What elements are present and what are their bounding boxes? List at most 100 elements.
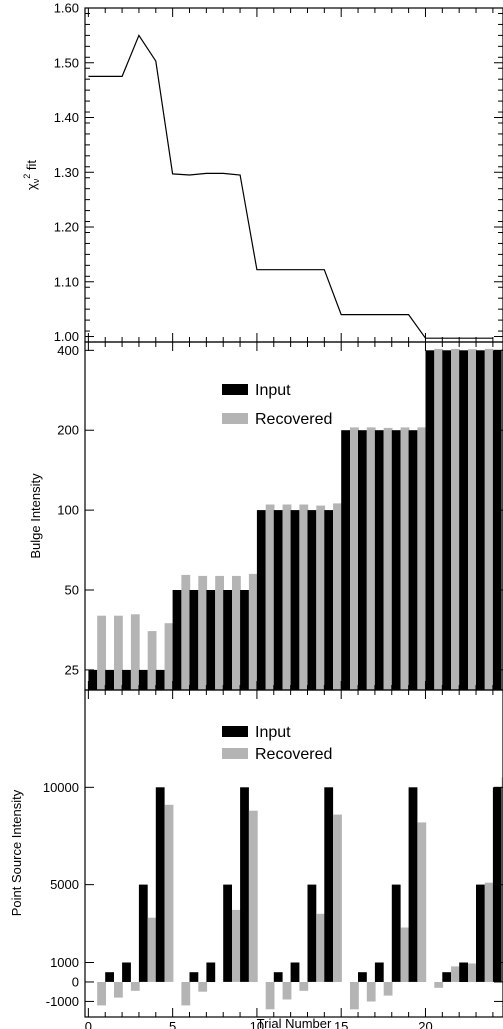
point-source-recovered-bar [181,982,191,1006]
bulge-input-bar [172,590,182,690]
bulge-recovered-bar [248,573,258,690]
bulge-input-bar [223,590,232,690]
bulge-recovered-bar [333,503,342,690]
bulge-recovered-bar [400,427,410,690]
bulge-recovered-bar [147,631,157,690]
bulge-legend: Input Recovered [222,382,332,428]
bulge-recovered-bar [265,504,275,690]
point-source-recovered-bar [451,966,460,982]
bulge-recovered-bar [215,575,224,690]
point-source-recovered-bar [265,982,275,1010]
point-source-intensity-y-axis-title: Point Source Intensity [9,789,24,916]
bulge-recovered-bar [299,504,309,690]
chi-square-y-axis-title: χν2 fit [22,160,41,190]
point-source-recovered-bar [316,913,326,982]
chi-square-tick-labels: 1.00 1.10 1.20 1.30 1.40 1.50 1.60 [54,1,79,345]
point-source-recovered-bar [484,882,494,982]
point-source-intensity-bars [97,777,503,1010]
bulge-recovered-bar [181,574,191,690]
chi-square-y-tick-label: 1.00 [54,329,79,344]
point-source-recovered-bar [501,777,503,982]
bulge-input-bar [105,669,114,690]
point-source-intensity-tick-labels: -1000 0 1000 5000 10000 [43,780,79,1009]
chi-square-panel: 1.00 1.10 1.20 1.30 1.40 1.50 1.60 χν2 fit [22,1,503,345]
x-axis-title: Trial Number [257,1016,332,1029]
bulge-recovered-bar [417,427,427,690]
bulge-recovered-bar [383,427,393,690]
bulge-y-tick-label: 400 [57,343,79,358]
x-tick-label: 0 [85,1019,92,1029]
point-source-recovered-bar [164,804,174,982]
point-source-input-bar [273,972,283,982]
point-source-y-tick-label: 1000 [50,955,79,970]
point-source-input-bar [459,962,468,982]
point-source-input-bar [290,962,300,982]
point-source-input-bar [324,787,334,982]
point-source-y-tick-label: -1000 [46,994,79,1009]
point-source-input-bar [391,884,401,982]
point-source-input-bar [206,962,216,982]
chi-square-frame [84,7,503,343]
bulge-intensity-ticks [85,342,503,690]
chi-square-y-tick-label: 1.20 [54,220,79,235]
point-source-legend-recovered-label: Recovered [255,746,332,763]
bulge-recovered-bar [114,615,123,690]
point-source-input-bar [408,787,418,982]
bulge-y-tick-label: 100 [57,503,79,518]
bulge-intensity-tick-labels: 25 50 100 200 400 [57,343,79,678]
bulge-recovered-bar [350,427,359,690]
point-source-legend-input-swatch [222,726,248,737]
point-source-input-bar [374,962,384,982]
bulge-intensity-bars [88,348,503,690]
point-source-intensity-ticks [85,690,503,1017]
x-tick-label: 5 [169,1019,176,1029]
point-source-recovered-bar [434,982,444,988]
point-source-recovered-bar [400,927,410,982]
bulge-recovered-bar [434,348,444,690]
bulge-input-bar [138,669,148,690]
point-source-legend-input-label: Input [255,724,291,741]
point-source-input-bar [138,884,148,982]
bulge-recovered-bar [316,505,326,690]
bulge-input-bar [442,350,452,690]
point-source-input-bar [240,787,249,982]
bulge-recovered-bar [501,348,503,690]
point-source-recovered-bar [299,982,309,991]
bulge-recovered-bar [164,623,174,690]
bulge-input-bar [256,510,266,690]
bulge-recovered-bar [232,575,241,690]
bulge-recovered-bar [451,348,460,690]
point-source-y-tick-label: 5000 [50,877,79,892]
bulge-input-bar [374,430,384,690]
bulge-legend-recovered-label: Recovered [255,411,332,428]
bulge-input-bar [88,669,98,690]
bulge-input-bar [240,590,249,690]
point-source-intensity-frame [84,689,503,1018]
point-source-input-bar [189,972,199,982]
point-source-recovered-bar [97,982,106,1006]
point-source-legend-recovered-swatch [222,748,248,759]
chi-square-y-tick-label: 1.40 [54,110,79,125]
bulge-y-tick-label: 200 [57,423,79,438]
point-source-intensity-panel: -1000 0 1000 5000 10000 0 5 10 15 20 Point Sourc… [9,689,503,1029]
chi-square-y-tick-label: 1.50 [54,55,79,70]
bulge-input-bar [341,430,350,690]
bulge-y-tick-label: 25 [65,662,79,677]
bulge-input-bar [324,510,334,690]
bulge-intensity-y-axis-title: Bulge Intensity [28,473,43,559]
bulge-input-bar [189,590,199,690]
point-source-recovered-bar [147,917,157,982]
bulge-recovered-bar [366,427,376,690]
point-source-x-tick-labels: 0 5 10 15 20 [85,1019,433,1029]
bulge-y-tick-label: 50 [65,583,79,598]
point-source-y-tick-label: 0 [72,974,79,989]
x-tick-label: 20 [418,1019,432,1029]
chi-square-y-tick-label: 1.30 [54,165,79,180]
bulge-input-bar [273,510,283,690]
bulge-input-bar [358,430,367,690]
chi-square-ticks [85,7,503,343]
bulge-legend-recovered-swatch [222,413,248,424]
point-source-recovered-bar [282,982,292,1000]
bulge-recovered-bar [282,504,292,690]
